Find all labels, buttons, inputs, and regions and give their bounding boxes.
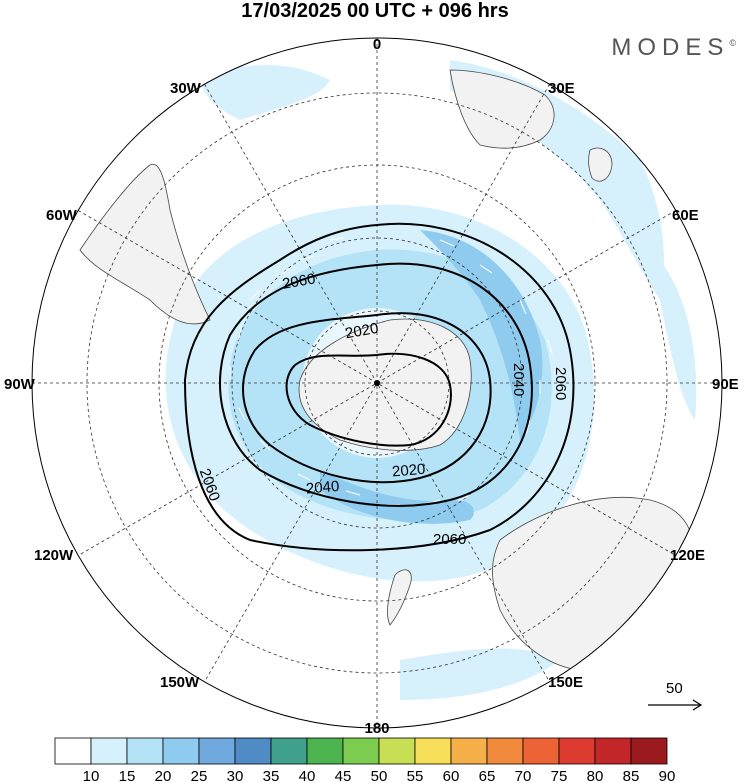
contour-label: 2060 <box>552 367 569 400</box>
colorbar-swatch <box>234 737 272 765</box>
longitude-labels: 0 180 90W 90E 30W 30E 60W 60E 120W 120E … <box>4 36 739 737</box>
colorbar: 10 15 20 25 30 35 40 45 50 55 60 65 70 75 80 85 90 <box>54 737 676 782</box>
colorbar-tick-label: 75 <box>551 768 568 782</box>
colorbar-swatch <box>486 737 524 765</box>
lon-label-90w: 90W <box>4 376 36 393</box>
colorbar-tick-label: 30 <box>227 768 244 782</box>
right-arrow-icon <box>648 699 703 711</box>
lon-label-120w: 120W <box>34 547 74 564</box>
colorbar-tick-label: 85 <box>623 768 640 782</box>
lon-label-60w: 60W <box>46 207 78 224</box>
colorbar-tick-label: 35 <box>263 768 280 782</box>
contour-2000 <box>285 352 452 447</box>
colorbar-swatch <box>198 737 236 765</box>
lon-label-0: 0 <box>373 36 381 53</box>
wind-jet-south <box>320 470 474 524</box>
colorbar-tick-label: 90 <box>659 768 676 782</box>
colorbar-tick-label: 45 <box>335 768 352 782</box>
contour-label: 2040 <box>305 478 340 498</box>
contour-label: 2020 <box>344 320 380 343</box>
contour-2020 <box>242 312 492 484</box>
contour-2060 <box>183 222 575 552</box>
colorbar-tick-label: 50 <box>371 768 388 782</box>
colorbar-swatch <box>594 737 632 765</box>
colorbar-tick-label: 20 <box>155 768 172 782</box>
colorbar-swatch <box>342 737 380 765</box>
contour-label: 2040 <box>510 363 527 396</box>
colorbar-swatch <box>378 737 416 765</box>
wind-band-s <box>400 648 560 700</box>
colorbar-tick-label: 70 <box>515 768 532 782</box>
colorbar-tick-label: 60 <box>443 768 460 782</box>
colorbar-tick-label: 80 <box>587 768 604 782</box>
contour-label: 2060 <box>433 531 466 548</box>
contour-label: 2060 <box>281 270 317 293</box>
colorbar-swatch <box>414 737 452 765</box>
lon-label-30e: 30E <box>548 80 575 97</box>
lon-label-180: 180 <box>364 720 389 737</box>
colorbar-tick-label: 15 <box>119 768 136 782</box>
colorbar-tick-label: 40 <box>299 768 316 782</box>
map-border <box>31 37 723 729</box>
lon-label-30w: 30W <box>170 80 202 97</box>
vector-reference: 50 <box>648 680 703 711</box>
lon-label-60e: 60E <box>672 207 699 224</box>
south-america <box>79 163 211 325</box>
colorbar-swatch <box>270 737 308 765</box>
colorbar-tick-label: 25 <box>191 768 208 782</box>
wind-band-nw <box>200 65 330 120</box>
lon-label-90e: 90E <box>712 376 739 393</box>
colorbar-tick-label: 65 <box>479 768 496 782</box>
colorbar-swatch <box>54 737 92 765</box>
vector-reference-value: 50 <box>666 680 683 697</box>
colorbar-swatch <box>522 737 560 765</box>
lon-label-150e: 150E <box>548 674 583 691</box>
wind-band-e <box>660 260 697 420</box>
new-zealand <box>387 569 412 626</box>
wind-jet-east <box>420 230 543 440</box>
antarctica <box>298 318 472 451</box>
colorbar-tick-label: 55 <box>407 768 424 782</box>
madagascar <box>588 147 613 182</box>
colorbar-tick-label: 10 <box>83 768 100 782</box>
pole-marker <box>374 380 380 386</box>
africa <box>449 69 555 149</box>
colorbar-swatch <box>630 737 668 765</box>
brand-logo: MODES© <box>611 34 736 61</box>
forecast-title: 17/03/2025 00 UTC + 096 hrs <box>241 0 509 22</box>
contour-label: 2020 <box>391 461 426 481</box>
contour-labels: 2060 2020 2020 2040 2040 2060 2060 2060 <box>196 270 569 548</box>
colorbar-swatch <box>90 737 128 765</box>
colorbar-swatch <box>450 737 488 765</box>
colorbar-swatch <box>162 737 200 765</box>
lon-label-150w: 150W <box>160 674 200 691</box>
colorbar-swatch <box>558 737 596 765</box>
lon-label-120e: 120E <box>670 547 705 564</box>
contour-2040 <box>219 262 533 507</box>
colorbar-swatch <box>306 737 344 765</box>
colorbar-swatch <box>126 737 164 765</box>
height-contours <box>183 222 575 552</box>
